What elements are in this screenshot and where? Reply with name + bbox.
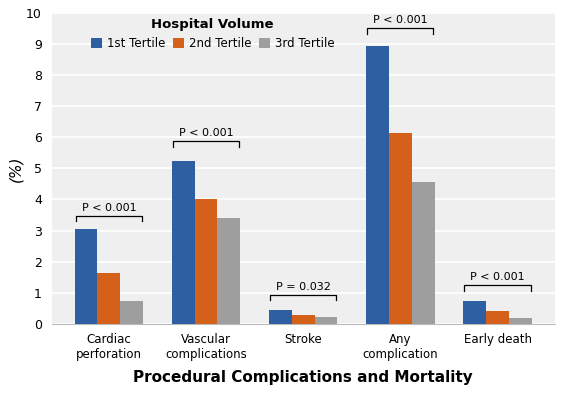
Bar bbox=[509, 318, 532, 323]
Text: P = 0.032: P = 0.032 bbox=[276, 282, 330, 292]
Bar bbox=[172, 161, 195, 323]
Legend: 1st Tertile, 2nd Tertile, 3rd Tertile: 1st Tertile, 2nd Tertile, 3rd Tertile bbox=[86, 13, 339, 55]
Bar bbox=[486, 311, 509, 323]
Bar bbox=[366, 46, 389, 323]
Bar bbox=[97, 274, 120, 323]
Bar bbox=[217, 218, 240, 323]
Bar bbox=[412, 182, 435, 323]
Bar bbox=[463, 301, 486, 323]
Bar bbox=[74, 229, 97, 323]
X-axis label: Procedural Complications and Mortality: Procedural Complications and Mortality bbox=[133, 370, 473, 385]
Text: P < 0.001: P < 0.001 bbox=[82, 202, 136, 213]
Bar bbox=[389, 133, 412, 323]
Text: P < 0.001: P < 0.001 bbox=[373, 15, 428, 25]
Bar bbox=[315, 317, 337, 323]
Bar bbox=[292, 315, 315, 323]
Text: P < 0.001: P < 0.001 bbox=[178, 128, 233, 138]
Bar bbox=[195, 199, 217, 323]
Bar bbox=[120, 301, 143, 323]
Y-axis label: (%): (%) bbox=[8, 155, 23, 182]
Bar bbox=[269, 310, 292, 323]
Text: P < 0.001: P < 0.001 bbox=[470, 272, 525, 282]
